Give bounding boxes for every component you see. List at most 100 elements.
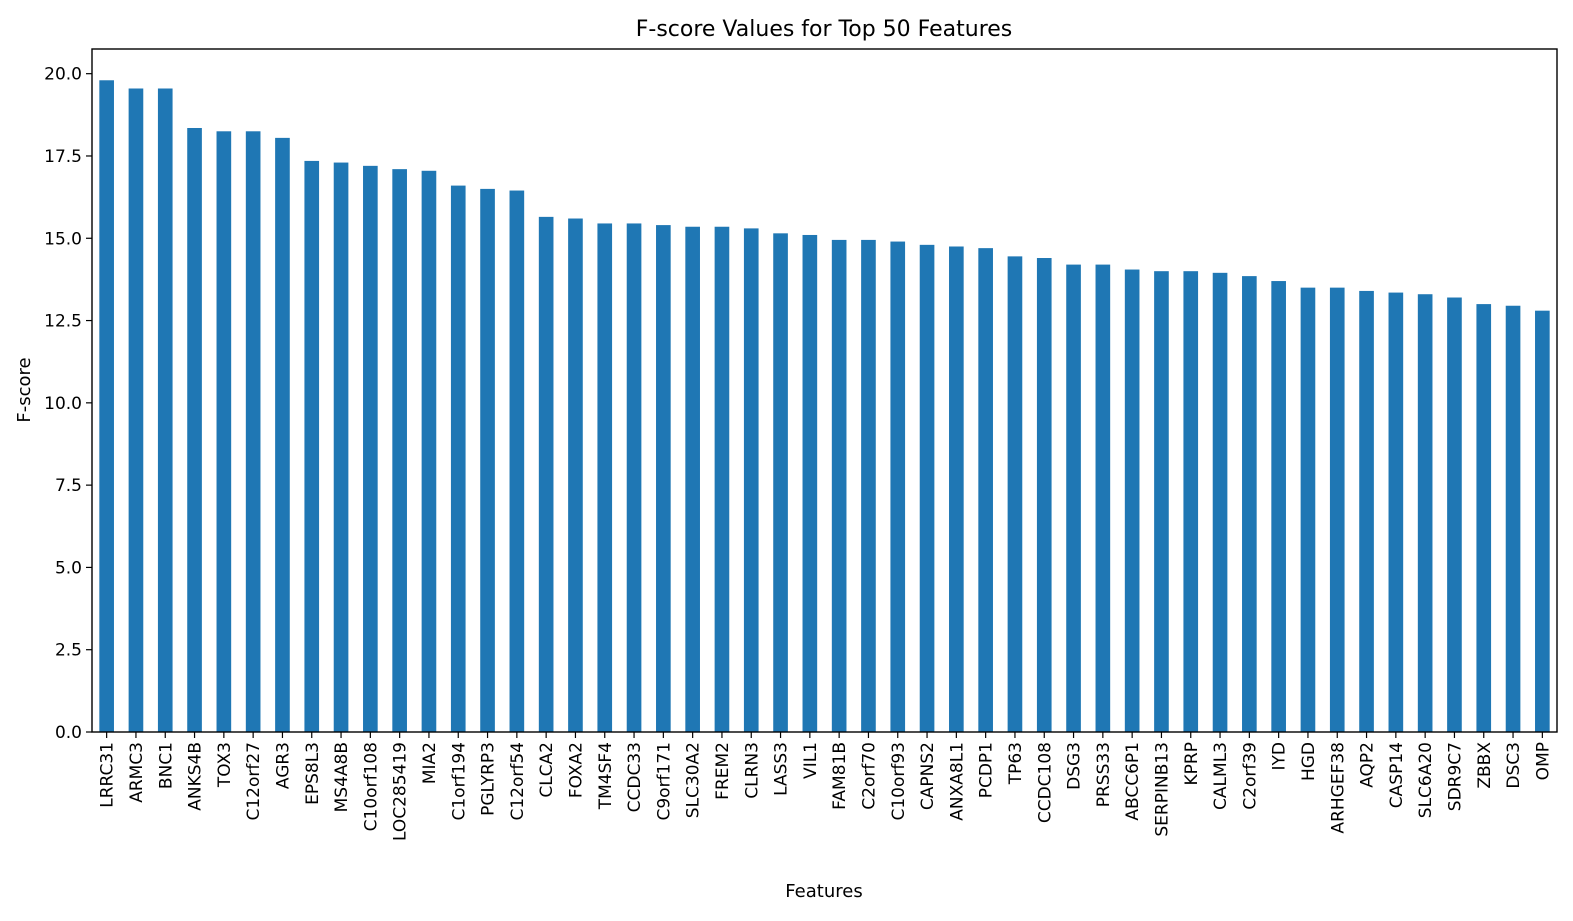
bar-sdr9c7 [1447,297,1462,732]
bar-c10orf93 [890,241,906,732]
bar-casp14 [1388,292,1404,732]
x-tick-label: ARHGEF38 [1328,742,1348,834]
bar-lrrc31 [99,80,114,732]
bar-tm4sf4 [597,223,613,733]
bar-ccdc108 [1036,258,1052,732]
bar-mia2 [421,170,437,732]
bar-loc285419 [392,169,407,733]
bar-clrn3 [743,228,759,732]
chart-title: F-score Values for Top 50 Features [636,17,1013,42]
bar-c9orf171 [656,225,671,732]
bar-dsc3 [1505,305,1521,732]
x-tick-label: ABCC6P1 [1123,742,1143,821]
bar-c2orf39 [1242,276,1257,732]
y-tick-label: 10.0 [44,394,82,414]
x-tick-label: ZBBX [1475,742,1495,789]
bar-bnc1 [157,88,173,733]
bar-tp63 [1007,256,1023,732]
y-tick-label: 5.0 [55,558,82,578]
x-tick-label: C10orf93 [889,742,909,821]
bar-slc6a20 [1417,294,1433,732]
bar-calml3 [1212,272,1228,732]
bar-aqp2 [1359,290,1374,732]
x-tick-label: CAPNS2 [918,742,938,810]
bar-c12orf54 [509,190,525,732]
x-tick-label: SERPINB13 [1152,742,1172,837]
x-tick-label: CCDC33 [625,742,645,812]
y-tick-label: 2.5 [55,641,82,661]
y-tick-label: 17.5 [44,147,82,167]
bar-iyd [1271,281,1286,732]
x-tick-label: SLC6A20 [1416,742,1436,818]
x-tick-label: IYD [1270,742,1290,771]
x-tick-label: CASP14 [1387,742,1407,808]
bar-zbbx [1476,304,1492,732]
x-tick-label: C12orf54 [508,742,528,821]
bar-vil1 [802,234,818,732]
x-tick-label: OMP [1533,742,1553,780]
x-tick-label: C2orf39 [1240,742,1260,810]
bar-armc3 [128,88,144,733]
x-tick-label: SDR9C7 [1445,742,1465,811]
bar-capns2 [919,244,935,732]
x-tick-label: LOC285419 [391,742,411,841]
bars [99,80,1550,733]
x-tick-label: FREM2 [713,742,733,800]
bar-foxa2 [568,218,583,733]
x-tick-label: CALML3 [1211,742,1231,810]
y-tick-label: 0.0 [55,723,82,743]
plot-frame [91,48,1558,733]
x-tick-label: TM4SF4 [596,742,616,810]
x-tick-label: C10orf108 [361,742,381,831]
x-tick-label: C12orf27 [244,742,264,821]
bar-anxa8l1 [949,246,964,733]
y-tick-label: 7.5 [55,476,82,496]
x-tick-label: FAM81B [830,742,850,810]
x-tick-label: MIA2 [420,742,440,784]
x-tick-label: HGD [1299,742,1319,781]
bar-omp [1535,310,1550,732]
x-tick-label: C1orf194 [449,742,469,821]
bar-abcc6p1 [1124,269,1140,732]
bar-slc30a2 [685,226,700,733]
x-tick-label: BNC1 [156,742,176,789]
bar-prss33 [1095,264,1111,732]
x-tick-label: ARMC3 [127,742,147,803]
x-tick-label: PRSS33 [1094,742,1114,807]
bar-dsg3 [1066,264,1081,732]
x-tick-label: FOXA2 [566,742,586,798]
bar-kprp [1183,271,1199,732]
bar-ms4a8b [333,162,349,733]
x-tick-label: TP63 [1006,742,1026,785]
x-tick-label: ANXA8L1 [947,742,967,821]
bar-pglyrp3 [480,188,495,732]
x-tick-label: MS4A8B [332,742,352,812]
y-axis-label: F-score [14,357,35,422]
x-tick-label: AQP2 [1358,742,1378,788]
y-tick-label: 20.0 [44,65,82,85]
bar-frem2 [714,226,730,733]
x-tick-label: SLC30A2 [684,742,704,818]
bar-c12orf27 [245,131,261,732]
x-tick-label: LRRC31 [98,742,118,808]
x-axis: LRRC31 ARMC3 BNC1 ANKS4B TOX3 C12orf27 AGR3 EPS… [98,732,1553,841]
x-tick-label: CLCA2 [537,742,557,798]
bar-fam81b [831,239,847,733]
x-tick-label: KPRP [1182,742,1202,785]
x-tick-label: PGLYRP3 [479,742,499,816]
bar-hgd [1300,287,1316,732]
bar-arhgef38 [1329,287,1345,732]
y-axis: 0.0 2.5 5.0 7.5 10.0 12.5 15.0 17.5 20.0 [44,65,92,743]
bar-clca2 [538,216,554,732]
y-tick-label: 12.5 [44,312,82,332]
bar-serpinb13 [1154,271,1169,732]
x-tick-label: TOX3 [215,742,235,788]
x-tick-label: PCDP1 [977,742,997,798]
x-tick-label: DSC3 [1504,742,1524,789]
x-tick-label: CCDC108 [1035,742,1055,823]
x-tick-label: C2orf70 [859,742,879,810]
x-tick-label: CLRN3 [742,742,762,799]
bar-ccdc33 [626,223,642,733]
x-tick-label: VIL1 [801,742,821,779]
